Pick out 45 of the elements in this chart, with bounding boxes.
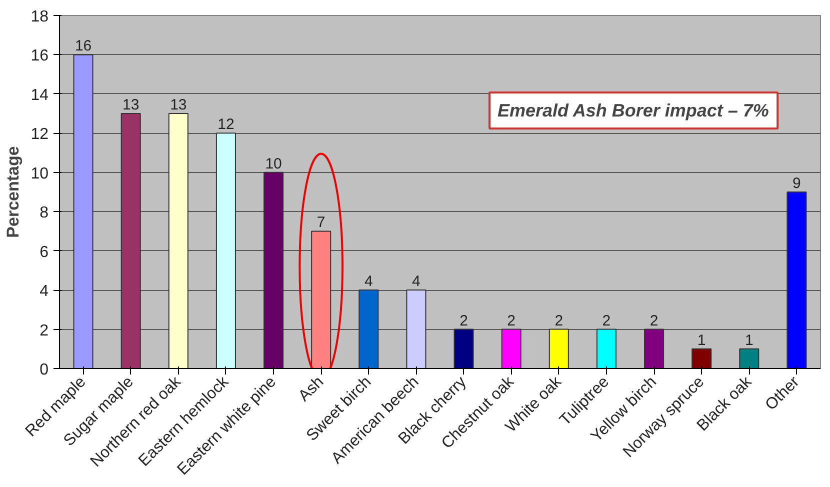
bar (73, 54, 94, 368)
y-tick-label: 2 (40, 322, 49, 340)
bar (501, 328, 522, 368)
data-label: 7 (316, 214, 326, 232)
x-tick-label: Ash (296, 373, 328, 406)
bar (406, 290, 426, 368)
data-label: 12 (218, 116, 234, 134)
bar (644, 328, 664, 368)
y-tick-label: 10 (30, 165, 49, 182)
data-label: 4 (364, 273, 373, 290)
data-label: 13 (122, 96, 140, 114)
data-label: 2 (554, 312, 564, 330)
y-tick-label: 14 (30, 86, 49, 104)
y-tick-label: 4 (40, 283, 49, 300)
y-tick-label: 16 (30, 48, 49, 65)
bar (454, 328, 474, 368)
bar (311, 230, 332, 368)
annotation: Emerald Ash Borer impact – 7% (498, 100, 769, 120)
y-tick-label: 18 (30, 8, 49, 26)
y-tick-label: 12 (30, 126, 49, 144)
bar (168, 113, 188, 368)
bar (739, 348, 760, 368)
bar (596, 328, 616, 368)
bar (264, 172, 284, 368)
data-label: 1 (744, 332, 754, 349)
bar (358, 290, 379, 368)
y-tick-label: 6 (40, 244, 49, 261)
data-label: 9 (792, 175, 801, 192)
y-tick-label: 0 (40, 362, 49, 378)
data-label: 1 (697, 332, 706, 349)
data-label: 2 (602, 312, 611, 330)
y-tick-label: 8 (40, 204, 49, 222)
data-label: 2 (507, 312, 516, 330)
bar (692, 348, 712, 368)
bar (786, 192, 807, 368)
data-label: 4 (412, 273, 420, 290)
y-axis-title: Percentage (4, 146, 23, 238)
data-label: 2 (460, 312, 468, 330)
data-label: 10 (265, 155, 282, 172)
bar (120, 113, 141, 368)
data-label: 2 (650, 312, 658, 330)
data-label: 13 (170, 96, 187, 114)
bar (216, 132, 236, 368)
bar (548, 328, 569, 368)
data-label: 16 (74, 38, 92, 55)
